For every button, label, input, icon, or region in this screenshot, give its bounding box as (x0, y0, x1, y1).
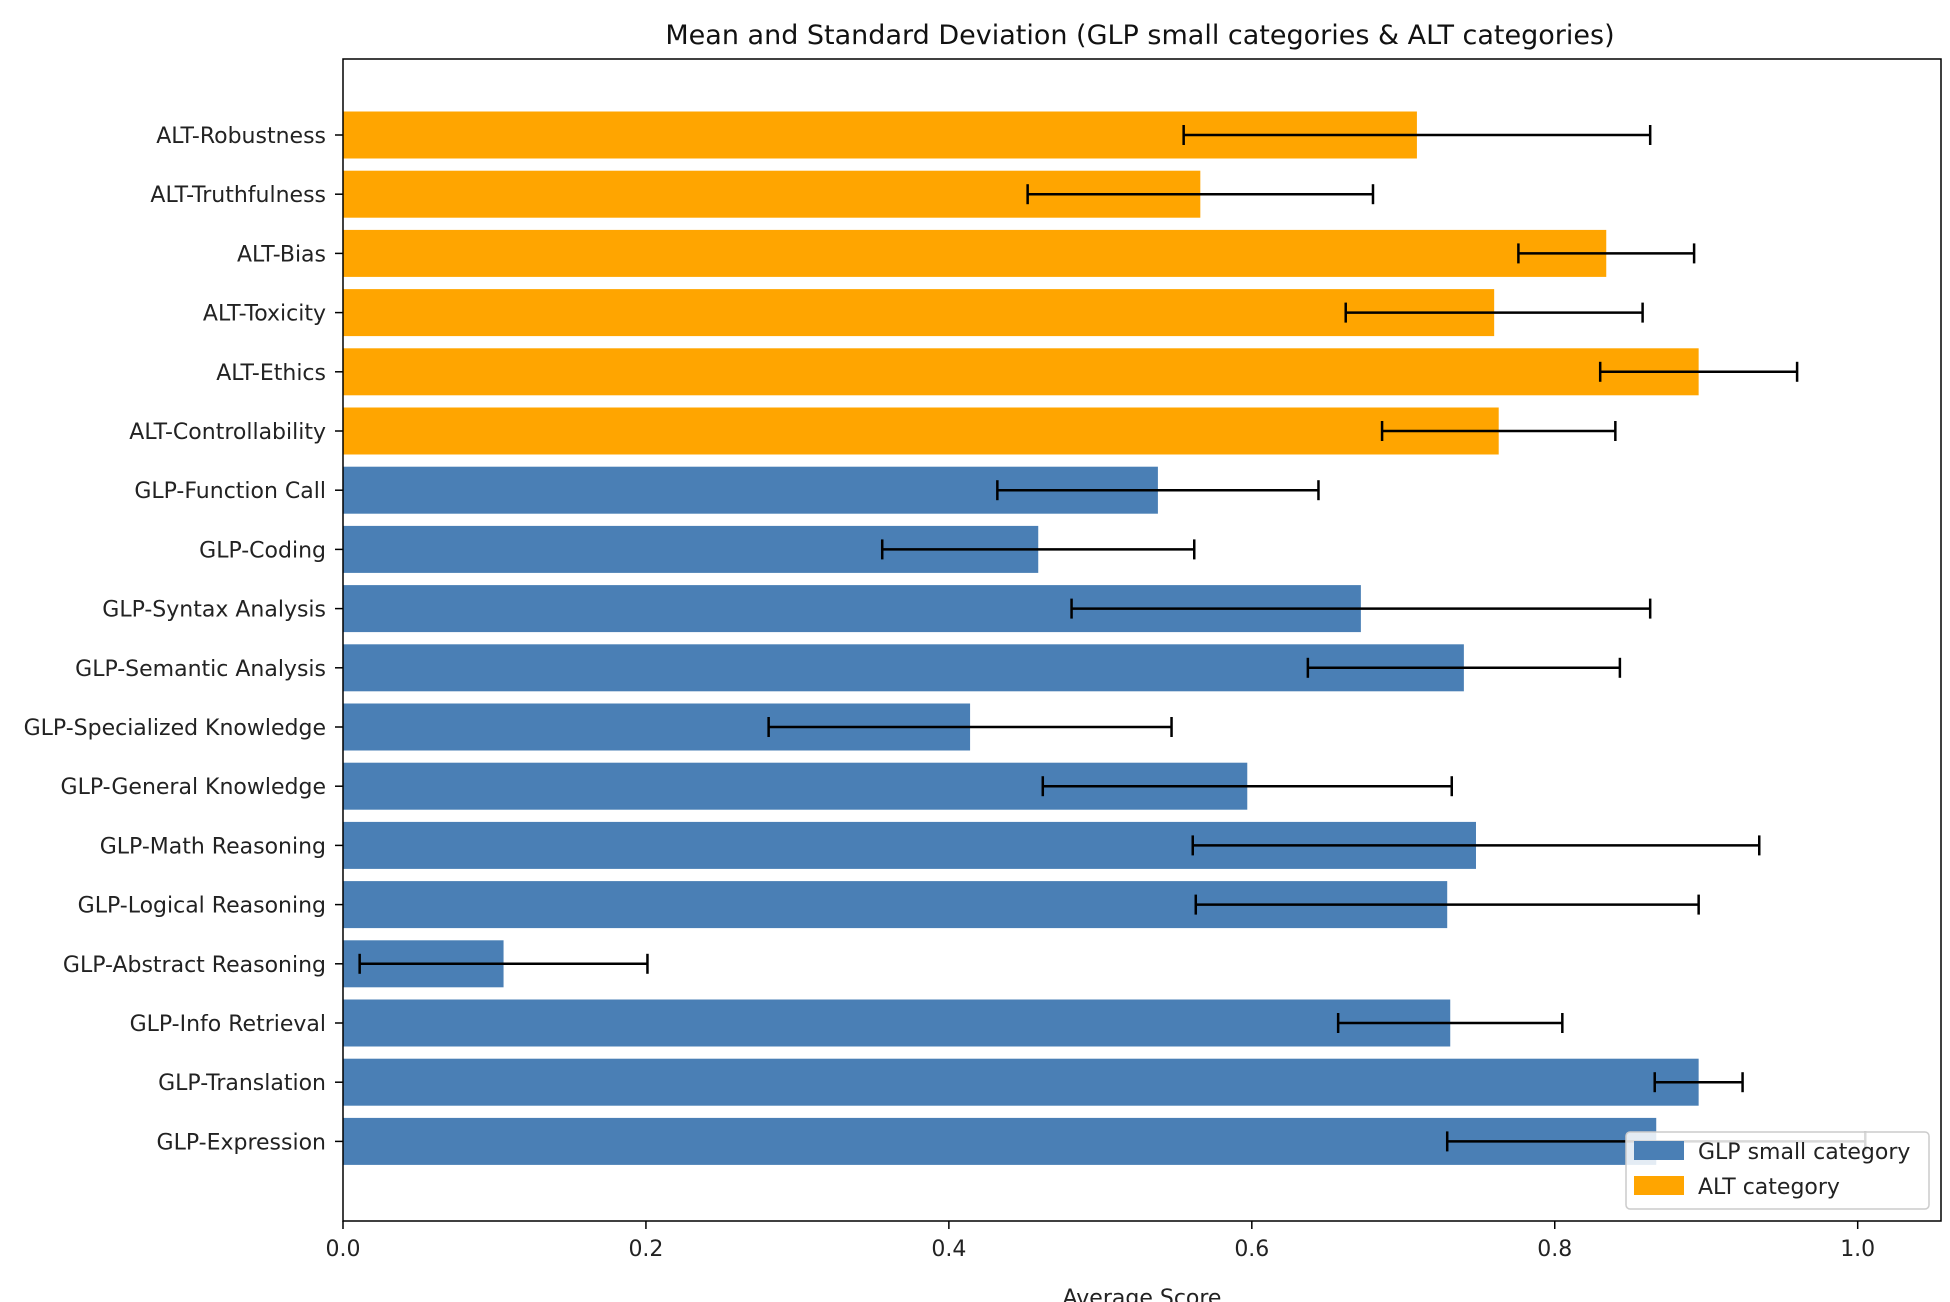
errorbar-glp-info-retrieval (1336, 1013, 1564, 1033)
category-label-alt-ethics: ALT-Ethics (216, 361, 326, 386)
category-label-glp-coding: GLP-Coding (199, 538, 326, 563)
x-tick-label: 0.8 (1537, 1237, 1572, 1262)
x-axis-label: Average Score (1063, 1286, 1222, 1302)
x-tick-label: 0.0 (326, 1237, 361, 1262)
category-label-alt-toxicity: ALT-Toxicity (203, 302, 326, 327)
bars-layer (343, 111, 1699, 1165)
errorbar-glp-coding (880, 539, 1196, 560)
x-axis-ticks: 0.0 0.2 0.4 0.6 0.8 1.0 (326, 1221, 1875, 1262)
legend-label: GLP small category (1698, 1140, 1910, 1165)
category-label-glp-info-retrieval: GLP-Info Retrieval (130, 1012, 326, 1037)
errorbar-glp-abstract-reasoning (358, 953, 649, 974)
errorbar-glp-general-knowledge (1041, 776, 1454, 797)
category-label-alt-controllability: ALT-Controllability (129, 420, 326, 445)
bar-alt-controllability (343, 407, 1499, 455)
bar-glp-info-retrieval (343, 999, 1451, 1047)
category-label-glp-math-reasoning: GLP-Math Reasoning (100, 834, 326, 859)
bar-glp-translation (343, 1058, 1699, 1106)
category-label-glp-semantic-analysis: GLP-Semantic Analysis (75, 657, 326, 682)
category-labels: ALT-Robustness ALT-Truthfulness ALT-Bias AL… (24, 124, 343, 1155)
plot-frame (342, 58, 1942, 1222)
category-label-glp-expression: GLP-Expression (157, 1130, 326, 1155)
chart-title: Mean and Standard Deviation (GLP small c… (665, 20, 1614, 51)
bar-glp-semantic-analysis (343, 644, 1464, 692)
bar-alt-bias (343, 229, 1607, 277)
errorbar-glp-semantic-analysis (1306, 657, 1622, 678)
errorbar-alt-truthfulness (1026, 184, 1375, 205)
category-label-glp-syntax-analysis: GLP-Syntax Analysis (102, 598, 326, 623)
x-tick-label: 0.2 (628, 1237, 663, 1262)
bar-alt-toxicity (343, 289, 1495, 337)
bar-alt-ethics (343, 348, 1699, 396)
legend: GLP small category ALT category (1625, 1131, 1930, 1210)
category-label-glp-general-knowledge: GLP-General Knowledge (61, 775, 326, 800)
errorbar-glp-logical-reasoning (1194, 894, 1700, 915)
x-tick-label: 1.0 (1840, 1237, 1875, 1262)
category-label-glp-logical-reasoning: GLP-Logical Reasoning (78, 894, 326, 919)
category-label-glp-abstract-reasoning: GLP-Abstract Reasoning (63, 953, 326, 978)
errorbar-glp-function-call (996, 480, 1320, 501)
errorbar-alt-ethics (1598, 361, 1799, 382)
legend-label: ALT category (1698, 1175, 1840, 1200)
bar-glp-expression (343, 1117, 1657, 1165)
errorbar-alt-bias (1517, 243, 1696, 264)
errorbar-alt-robustness (1182, 125, 1652, 145)
x-tick-label: 0.6 (1234, 1237, 1269, 1262)
category-label-alt-bias: ALT-Bias (237, 242, 326, 267)
errorbar-alt-controllability (1380, 421, 1617, 441)
legend-item-alt: ALT category (1634, 1175, 1840, 1200)
errorbar-glp-specialized-knowledge (767, 717, 1173, 737)
category-label-glp-function-call: GLP-Function Call (134, 479, 326, 504)
category-label-alt-robustness: ALT-Robustness (156, 124, 326, 149)
errorbar-alt-toxicity (1344, 302, 1644, 323)
errorbar-glp-math-reasoning (1191, 835, 1761, 856)
legend-swatch (1634, 1176, 1684, 1195)
errorbar-glp-translation (1653, 1072, 1744, 1093)
legend-swatch (1634, 1141, 1684, 1160)
category-label-glp-translation: GLP-Translation (158, 1071, 326, 1096)
legend-item-glp: GLP small category (1634, 1140, 1910, 1165)
legend-box (1625, 1131, 1930, 1210)
category-label-glp-specialized-knowledge: GLP-Specialized Knowledge (24, 716, 326, 741)
errorbar-glp-syntax-analysis (1070, 598, 1652, 619)
x-tick-label: 0.4 (931, 1237, 966, 1262)
category-label-alt-truthfulness: ALT-Truthfulness (150, 183, 326, 208)
